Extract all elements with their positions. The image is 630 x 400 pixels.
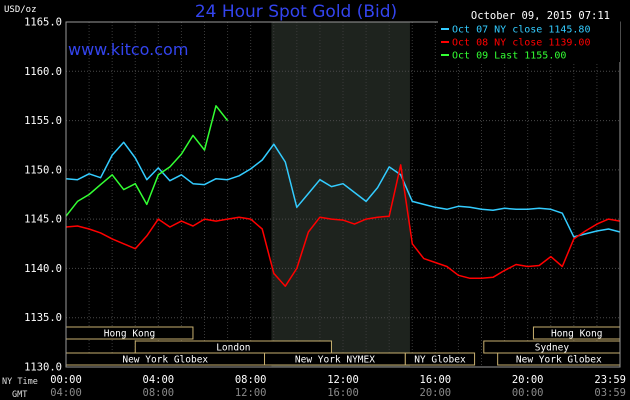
- y-tick-label: 1135.0: [24, 312, 62, 324]
- session-label: New York NYMEX: [295, 355, 375, 366]
- session-label: NY Globex: [414, 355, 466, 366]
- legend: Oct 07 NY close 1145.80 Oct 08 NY close …: [438, 20, 620, 62]
- price-series: [65, 105, 621, 287]
- y-tick-label: 1155.0: [24, 115, 62, 127]
- session-label: Hong Kong: [104, 329, 155, 340]
- session-label: New York Globex: [122, 355, 208, 366]
- x-axis-tick-labels: 00:0004:0004:0008:0008:0012:0012:0016:00…: [50, 374, 626, 399]
- x-tick-label-ny: 04:00: [143, 374, 175, 386]
- chart-title: 24 Hour Spot Gold (Bid): [195, 2, 397, 22]
- legend-box: [438, 20, 620, 62]
- ny-time-row-label: NY Time: [2, 377, 38, 387]
- y-tick-label: 1140.0: [24, 263, 62, 275]
- x-tick-label-ny: 08:00: [235, 374, 267, 386]
- x-tick-label-gmt: 08:00: [143, 387, 175, 399]
- x-tick-label-gmt: 03:59: [594, 387, 626, 399]
- legend-entry-oct08: Oct 08 NY close 1139.00: [452, 38, 590, 49]
- session-label: Sydney: [535, 343, 570, 354]
- y-tick-label: 1145.0: [24, 214, 62, 226]
- chart-date: October 09, 2015 07:11: [471, 10, 610, 22]
- x-tick-label-gmt: 12:00: [235, 387, 267, 399]
- x-tick-label-gmt: 16:00: [327, 387, 359, 399]
- nymex-session-shading: [271, 22, 410, 367]
- x-tick-label-ny: 20:00: [512, 374, 544, 386]
- series-line-2: [65, 164, 621, 287]
- vertical-gridlines: [88, 22, 598, 367]
- y-tick-label: 1165.0: [24, 17, 62, 29]
- x-tick-label-ny: 23:59: [594, 374, 626, 386]
- x-tick-label-ny: 00:00: [50, 374, 82, 386]
- session-label: Hong Kong: [551, 329, 602, 340]
- horizontal-gridlines: [66, 70, 620, 319]
- plot-border: [65, 21, 621, 368]
- x-tick-label-gmt: 04:00: [50, 387, 82, 399]
- y-axis-tick-labels: 1130.0 1135.0 1140.0 1145.0 1150.0 1155.0 1160…: [24, 17, 62, 374]
- legend-entry-oct07: Oct 07 NY close 1145.80: [452, 25, 590, 36]
- x-tick-label-ny: 16:00: [420, 374, 452, 386]
- session-label: New York Globex: [516, 355, 602, 366]
- y-tick-label: 1160.0: [24, 66, 62, 78]
- kitco-watermark: www.kitco.com: [68, 40, 188, 59]
- y-tick-label: 1150.0: [24, 164, 62, 176]
- y-axis-unit-label: USD/oz: [4, 5, 37, 15]
- x-tick-label-gmt: 00:00: [512, 387, 544, 399]
- series-line-1: [65, 141, 621, 238]
- series-line-3: [65, 105, 229, 217]
- gmt-row-label: GMT: [12, 390, 27, 400]
- session-bar: [404, 352, 476, 366]
- x-tick-label-ny: 12:00: [327, 374, 359, 386]
- legend-entry-oct09: Oct 09 Last 1155.00: [452, 51, 566, 62]
- session-label: London: [216, 343, 250, 354]
- x-tick-label-gmt: 20:00: [420, 387, 452, 399]
- y-tick-label: 1130.0: [24, 362, 62, 374]
